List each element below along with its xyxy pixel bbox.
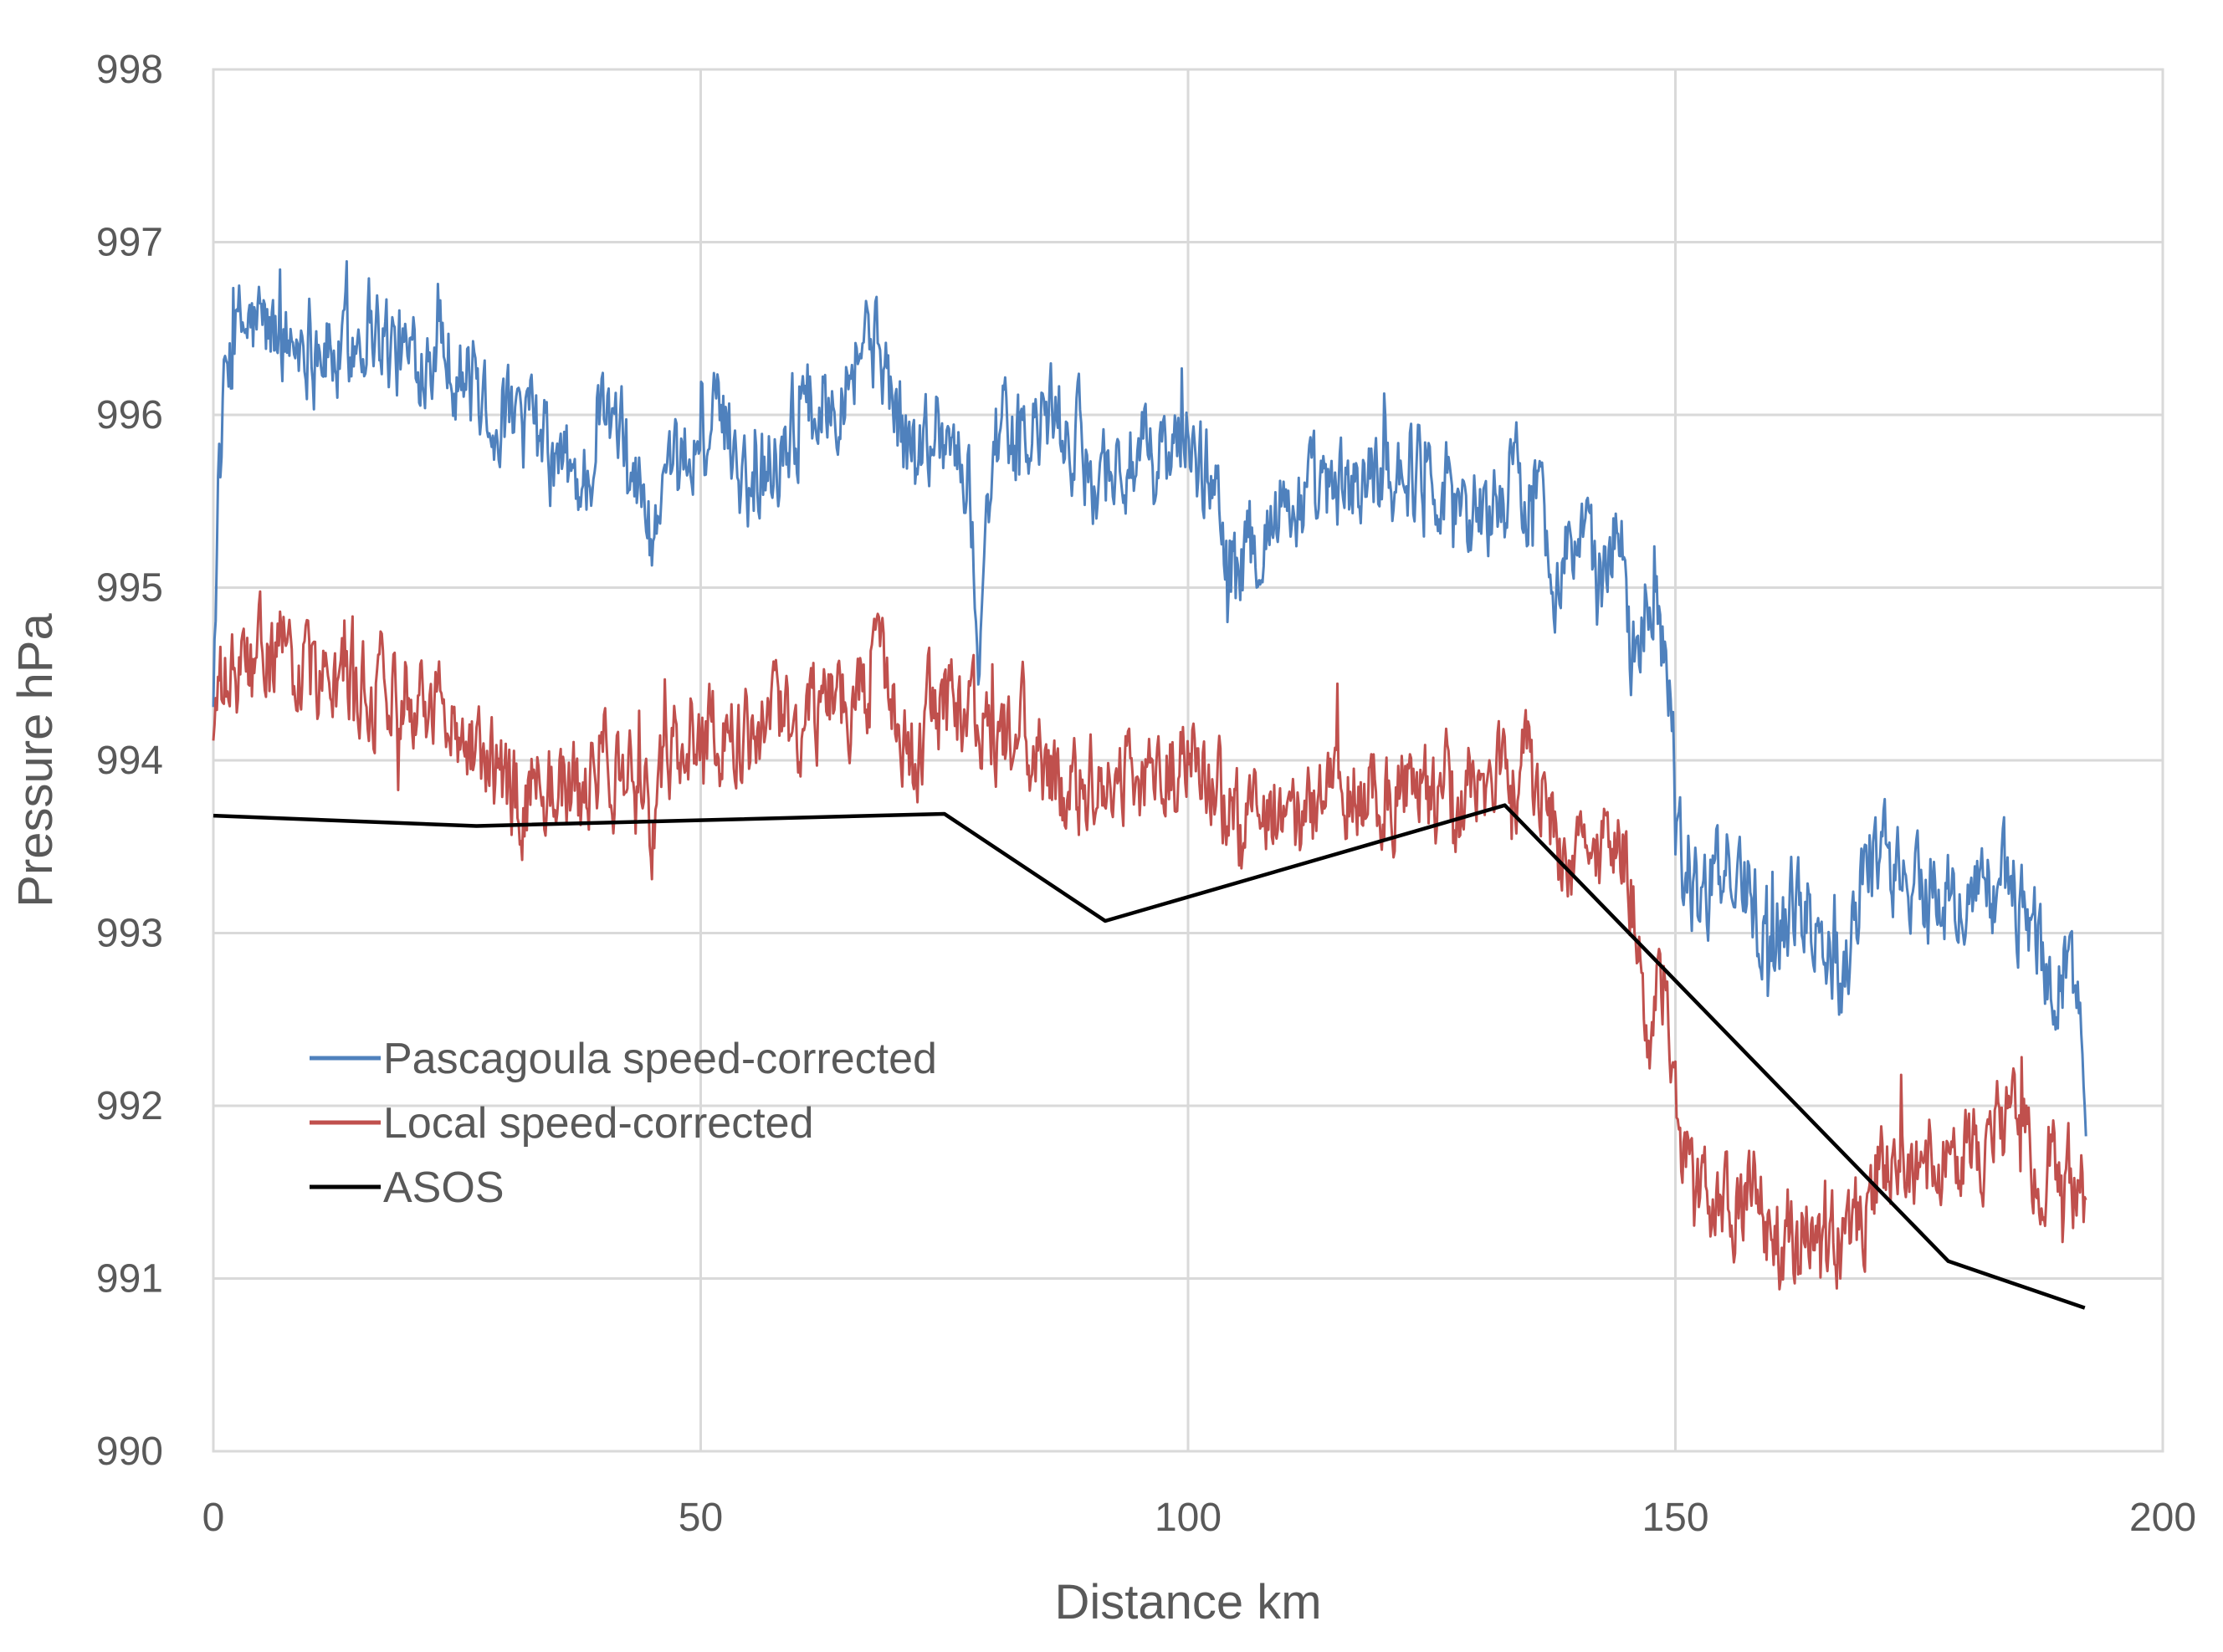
x-axis-ticks: 0 50 100 150 200 (202, 1496, 2196, 1540)
x-tick-label: 200 (2129, 1496, 2196, 1540)
legend-entry: Local speed-corrected (310, 1099, 814, 1148)
legend: Pascagoula speed-corrected Local speed-c… (310, 1035, 937, 1212)
y-tick-label: 991 (96, 1257, 163, 1302)
y-tick-label: 993 (96, 912, 163, 956)
x-tick-label: 100 (1155, 1496, 1222, 1540)
y-tick-label: 997 (96, 221, 163, 265)
series-line-local-speed-corrected (212, 590, 2087, 1291)
x-tick-label: 150 (1642, 1496, 1708, 1540)
legend-label: Pascagoula speed-corrected (383, 1035, 937, 1083)
y-tick-label: 994 (96, 739, 163, 783)
legend-entry: ASOS (310, 1164, 505, 1212)
y-tick-label: 995 (96, 566, 163, 611)
y-axis-title: Pressure hPa (8, 613, 63, 908)
y-tick-label: 990 (96, 1430, 163, 1474)
x-tick-label: 0 (202, 1496, 225, 1540)
x-axis-title: Distance km (1054, 1575, 1321, 1629)
series-layer (212, 260, 2087, 1310)
legend-label: ASOS (383, 1164, 505, 1212)
y-tick-label: 998 (96, 48, 163, 92)
y-axis-ticks: 990 991 992 993 994 995 996 997 998 (96, 48, 163, 1474)
series-line-asos (213, 803, 2086, 1310)
y-tick-label: 996 (96, 393, 163, 437)
x-tick-label: 50 (679, 1496, 723, 1540)
legend-label: Local speed-corrected (383, 1099, 814, 1148)
y-tick-label: 992 (96, 1084, 163, 1128)
series-line-pascagoula-speed-corrected (212, 260, 2087, 1137)
legend-entry: Pascagoula speed-corrected (310, 1035, 937, 1083)
